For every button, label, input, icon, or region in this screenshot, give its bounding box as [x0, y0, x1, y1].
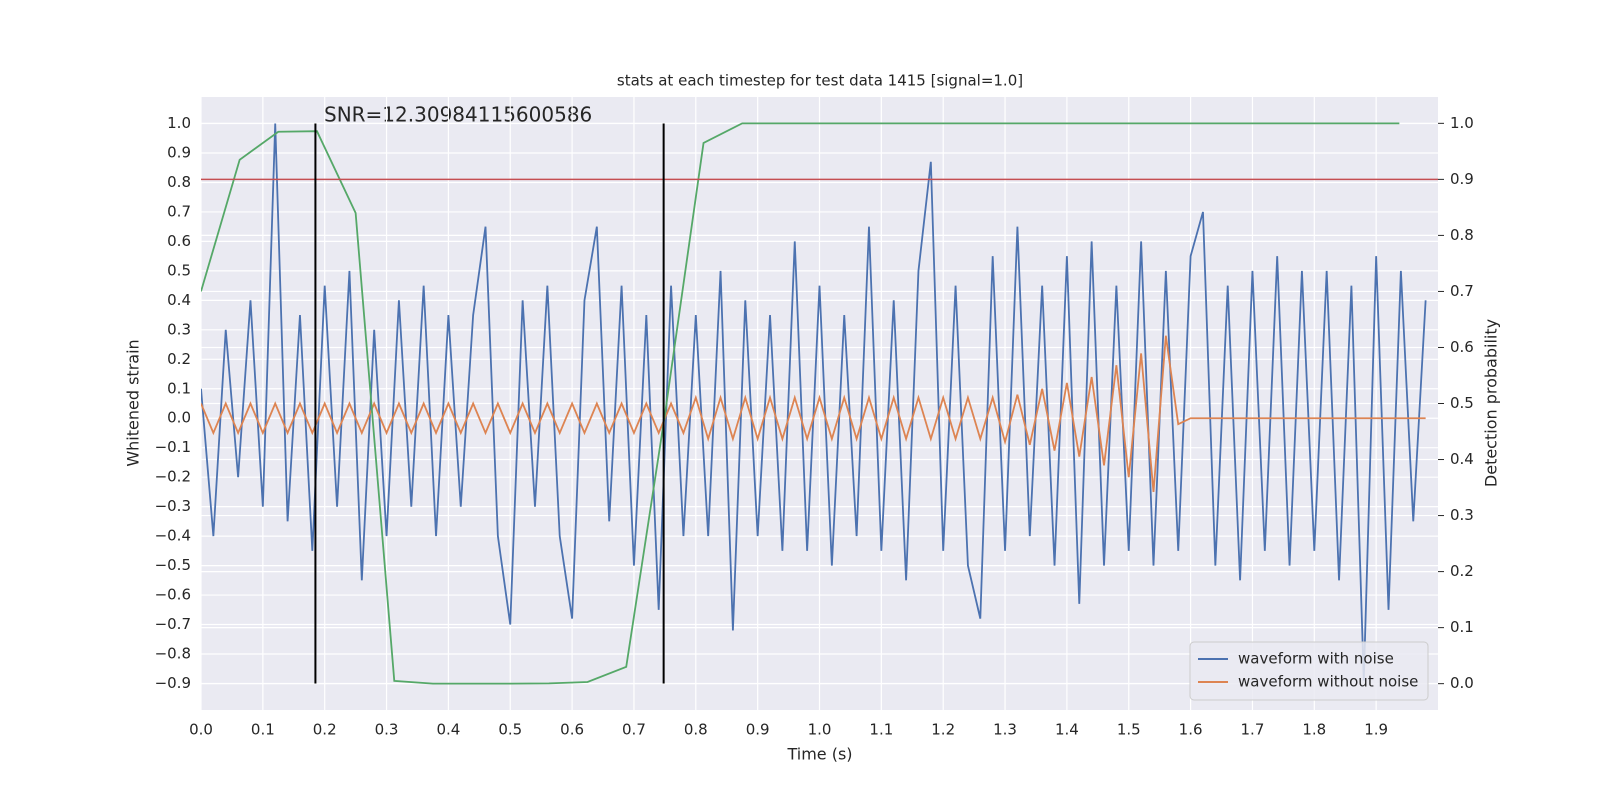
- y-tick-label: −0.5: [155, 556, 191, 574]
- y-tick-label: 1.0: [167, 114, 191, 132]
- y2-tick-label: 0.7: [1450, 282, 1474, 300]
- y2-tick-label: 0.5: [1450, 394, 1474, 412]
- y-tick-label: −0.3: [155, 497, 191, 515]
- y-tick-label: −0.6: [155, 586, 191, 604]
- x-tick-label: 0.9: [746, 721, 770, 739]
- y2-tick-label: 0.1: [1450, 618, 1474, 636]
- y-tick-label: 0.8: [167, 173, 191, 191]
- x-axis-label: Time (s): [786, 745, 852, 764]
- y-tick-label: −0.9: [155, 674, 191, 692]
- x-tick-label: 0.1: [251, 721, 275, 739]
- x-tick-label: 0.2: [313, 721, 337, 739]
- x-tick-label: 0.3: [375, 721, 399, 739]
- x-tick-label: 1.5: [1117, 721, 1141, 739]
- y2-axis-label: Detection probability: [1482, 319, 1501, 487]
- x-tick-label: 1.7: [1241, 721, 1265, 739]
- y2-tick-label: 0.0: [1450, 674, 1474, 692]
- y-tick-label: 0.2: [167, 350, 191, 368]
- x-tick-label: 0.7: [622, 721, 646, 739]
- y2-tick-label: 0.2: [1450, 562, 1474, 580]
- y-tick-label: 0.6: [167, 232, 191, 250]
- y-tick-label: 0.0: [167, 409, 191, 427]
- y-tick-label: −0.1: [155, 438, 191, 456]
- data-line: [201, 122, 1400, 685]
- x-tick-label: 0.5: [498, 721, 522, 739]
- legend-label: waveform without noise: [1238, 673, 1418, 691]
- x-tick-label: 0.6: [560, 721, 584, 739]
- legend-label: waveform with noise: [1238, 650, 1394, 668]
- y2-tick-label: 0.8: [1450, 226, 1474, 244]
- x-tick-label: 1.2: [931, 721, 955, 739]
- x-tick-label: 1.6: [1179, 721, 1203, 739]
- y-tick-label: −0.2: [155, 468, 191, 486]
- x-tick-label: 0.4: [436, 721, 460, 739]
- y-tick-label: 0.7: [167, 202, 191, 220]
- data-line: [201, 335, 1426, 492]
- y2-tick-label: 0.4: [1450, 450, 1474, 468]
- x-tick-label: 1.9: [1364, 721, 1388, 739]
- y2-tick-label: 0.3: [1450, 506, 1474, 524]
- y-tick-label: −0.4: [155, 527, 191, 545]
- x-tick-label: 1.1: [869, 721, 893, 739]
- x-tick-label: 0.8: [684, 721, 708, 739]
- x-tick-label: 1.3: [993, 721, 1017, 739]
- x-tick-label: 1.4: [1055, 721, 1079, 739]
- y-tick-label: 0.4: [167, 291, 191, 309]
- legend-box: [1189, 641, 1429, 701]
- y-tick-label: 0.1: [167, 379, 191, 397]
- y2-tick-label: 0.9: [1450, 170, 1474, 188]
- annotation: SNR=12.30984115600586: [324, 103, 592, 127]
- y-tick-label: −0.7: [155, 615, 191, 633]
- y-tick-label: 0.3: [167, 320, 191, 338]
- y2-tick-label: 0.6: [1450, 338, 1474, 356]
- y-tick-label: −0.8: [155, 645, 191, 663]
- x-tick-label: 1.8: [1302, 721, 1326, 739]
- y-axis-label: Whitened strain: [124, 339, 143, 466]
- y-tick-label: 0.5: [167, 261, 191, 279]
- chart-title: stats at each timestep for test data 141…: [617, 72, 1023, 90]
- y-tick-label: 0.9: [167, 143, 191, 161]
- x-tick-label: 0.0: [189, 721, 213, 739]
- y2-tick-label: 1.0: [1450, 114, 1474, 132]
- x-tick-label: 1.0: [808, 721, 832, 739]
